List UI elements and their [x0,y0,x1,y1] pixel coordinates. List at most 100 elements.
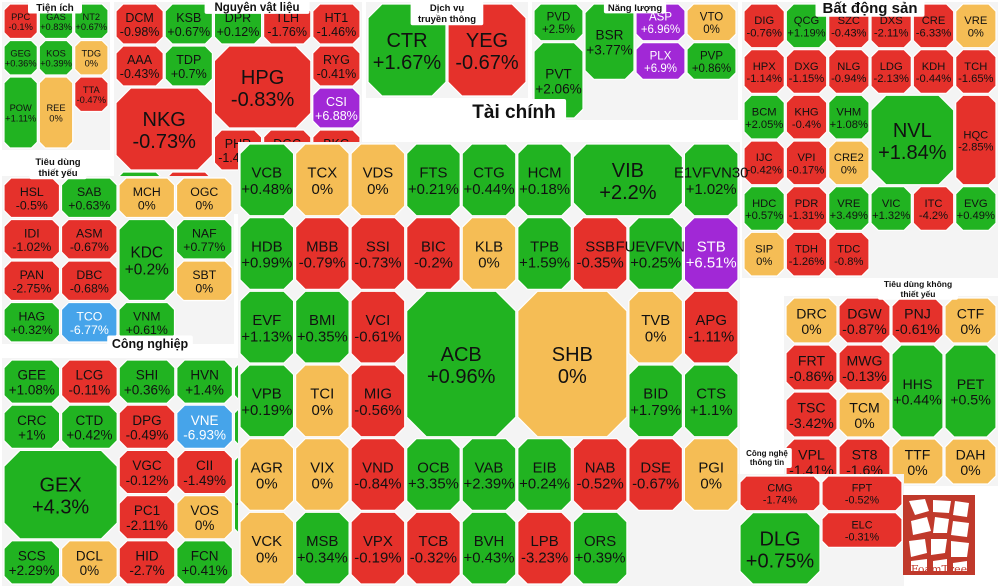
stock-tile[interactable]: TLH-1.76% [263,3,312,45]
stock-tile-shape[interactable] [838,297,891,344]
stock-tile[interactable]: HQC-2.85% [955,94,997,186]
stock-tile[interactable]: TCB-0.32% [406,511,461,585]
stock-tile[interactable]: VIB+2.2% [572,143,684,217]
stock-tile-shape[interactable] [821,475,903,512]
stock-tile-shape[interactable] [739,512,821,585]
stock-tile-shape[interactable] [447,3,527,97]
stock-tile-shape[interactable] [3,301,61,343]
stock-tile-shape[interactable] [406,290,517,438]
stock-tile-shape[interactable] [239,511,295,585]
stock-tile-shape[interactable] [944,344,997,438]
stock-tile[interactable]: KHG-0.4% [785,94,828,140]
stock-tile-shape[interactable] [785,186,828,231]
stock-tile-shape[interactable] [175,260,233,302]
stock-tile-shape[interactable] [838,391,891,438]
stock-tile[interactable]: VHM+1.08% [828,94,870,140]
stock-tile-shape[interactable] [828,140,870,186]
stock-tile[interactable]: HDB+0.99% [239,217,295,290]
stock-tile[interactable]: IJC-0.42% [743,140,785,186]
stock-tile-shape[interactable] [3,177,61,219]
stock-tile-shape[interactable] [461,217,517,290]
stock-tile-shape[interactable] [239,438,295,511]
stock-tile-shape[interactable] [517,143,572,217]
stock-tile[interactable]: ACB+0.96% [406,290,517,438]
stock-tile-shape[interactable] [870,186,912,231]
stock-tile-shape[interactable] [3,359,61,404]
stock-tile-shape[interactable] [683,143,739,217]
stock-tile[interactable]: PNJ-0.61% [891,297,944,344]
stock-tile[interactable]: VCI-0.61% [350,290,406,364]
stock-tile-shape[interactable] [628,438,684,511]
stock-tile[interactable]: SCS+2.29% [3,540,61,585]
stock-tile-shape[interactable] [295,217,350,290]
stock-tile-shape[interactable] [350,511,406,585]
stock-tile-shape[interactable] [628,217,684,290]
stock-tile[interactable]: BVH+0.43% [461,511,517,585]
stock-tile-shape[interactable] [461,511,517,585]
stock-tile[interactable]: AAA-0.43% [115,45,164,87]
stock-tile[interactable]: SSI-0.73% [350,217,406,290]
stock-tile[interactable]: BID+1.79% [628,364,684,438]
stock-tile-shape[interactable] [683,364,739,438]
stock-tile[interactable]: NAB-0.52% [572,438,628,511]
stock-tile-shape[interactable] [118,540,176,585]
stock-tile[interactable]: ORS+0.39% [572,511,628,585]
stock-tile-shape[interactable] [461,438,517,511]
stock-tile[interactable]: YEG-0.67% [447,3,527,97]
stock-tile-shape[interactable] [955,3,997,49]
stock-tile[interactable]: PVP+0.86% [686,42,737,80]
stock-tile-shape[interactable] [176,449,233,495]
stock-tile-shape[interactable] [533,3,584,42]
stock-tile[interactable]: KDH-0.44% [912,49,955,94]
stock-tile[interactable]: KSB+0.67% [164,3,213,45]
stock-tile-shape[interactable] [628,290,684,364]
stock-tile-shape[interactable] [572,438,628,511]
stock-tile[interactable]: ASM-0.67% [60,218,118,260]
stock-tile-shape[interactable] [743,231,785,277]
stock-tile[interactable]: NVL+1.84% [870,94,955,186]
stock-tile-shape[interactable] [870,94,955,186]
stock-tile[interactable]: VGC-0.12% [118,449,176,495]
stock-tile[interactable]: GEX+4.3% [3,449,118,540]
stock-tile-shape[interactable] [3,218,61,260]
stock-tile[interactable]: TTA-0.47% [74,76,109,113]
stock-tile[interactable]: HAG+0.32% [3,301,61,343]
stock-tile-shape[interactable] [955,49,997,94]
stock-tile[interactable]: TDH-1.26% [785,231,828,277]
stock-tile[interactable]: DSE-0.67% [628,438,684,511]
stock-tile[interactable]: TDP+0.7% [164,45,213,87]
stock-tile-shape[interactable] [891,438,944,485]
stock-tile-shape[interactable] [3,76,38,149]
stock-tile-shape[interactable] [743,186,785,231]
stock-tile-shape[interactable] [3,39,38,76]
stock-tile[interactable]: DXG-1.15% [785,49,828,94]
stock-tile-shape[interactable] [785,94,828,140]
stock-tile-shape[interactable] [74,3,109,40]
stock-tile[interactable]: CSI+6.88% [312,87,361,129]
stock-tile[interactable]: CTS+1.1% [683,364,739,438]
stock-tile-shape[interactable] [239,364,295,438]
stock-tile-shape[interactable] [635,42,686,80]
stock-tile[interactable]: HPG-0.83% [213,45,312,129]
stock-tile[interactable]: BCM+2.05% [743,94,785,140]
stock-tile-shape[interactable] [821,512,903,548]
stock-tile-shape[interactable] [3,260,61,302]
stock-tile[interactable]: CMG-1.74% [739,475,821,512]
stock-tile-shape[interactable] [239,290,295,364]
stock-tile-shape[interactable] [312,3,361,45]
stock-tile[interactable]: E1VFVN30+1.02% [674,143,749,217]
stock-tile-shape[interactable] [828,49,870,94]
stock-tile[interactable]: MBB-0.79% [295,217,350,290]
stock-tile-shape[interactable] [683,438,739,511]
stock-tile[interactable]: SHI+0.36% [118,359,176,404]
stock-tile-shape[interactable] [295,438,350,511]
